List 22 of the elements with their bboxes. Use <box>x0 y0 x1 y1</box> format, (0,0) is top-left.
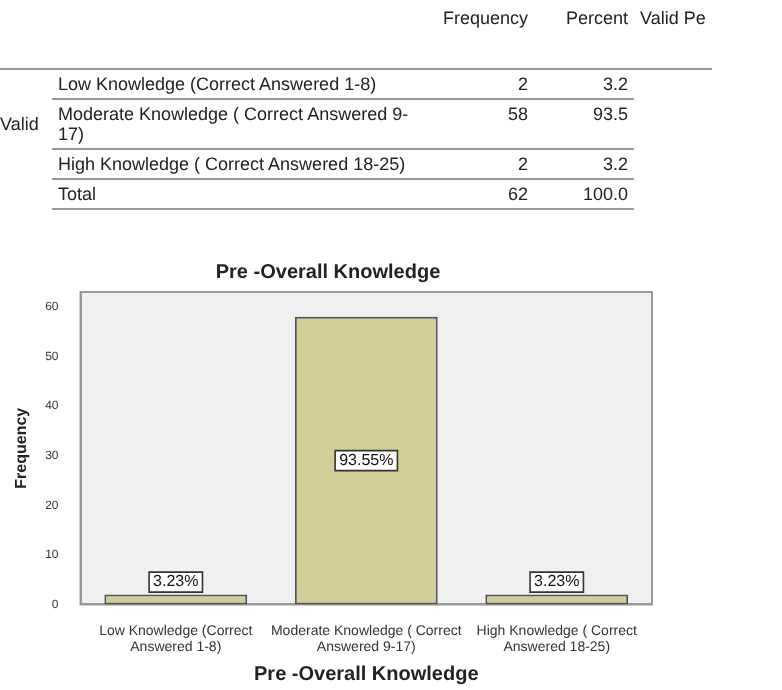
annotation: 93.55% <box>339 451 394 469</box>
data-label: 93.5 <box>534 99 634 149</box>
data-label: 3.2 <box>534 69 634 99</box>
text: Frequency <box>440 6 530 32</box>
data-label: 58 <box>434 99 534 149</box>
data-label: 100.0 <box>534 179 634 209</box>
data-label: 62 <box>434 179 534 209</box>
category-label: High Knowledge ( Correct Answered 18-25) <box>52 149 434 179</box>
text: Valid <box>0 112 41 139</box>
y-axis-title: Frequency <box>12 406 31 489</box>
data-label: 3.2 <box>534 149 634 179</box>
data-label: 2 <box>434 69 534 99</box>
chart-title: Pre -Overall Knowledge <box>215 261 442 284</box>
annotation: 3.23% <box>534 572 580 591</box>
data-label: 2 <box>434 149 534 179</box>
x-axis-title: Pre -Overall Knowledge <box>254 663 480 686</box>
category-label: Moderate Knowledge ( Correct Answered 9-17) <box>52 99 434 149</box>
text: Percent <box>563 6 630 32</box>
category-label: Low Knowledge (Correct Answered 1-8) <box>52 69 434 99</box>
text: Valid Pe <box>638 6 708 32</box>
category-label: Total <box>52 179 434 209</box>
annotation: 3.23% <box>153 572 199 591</box>
